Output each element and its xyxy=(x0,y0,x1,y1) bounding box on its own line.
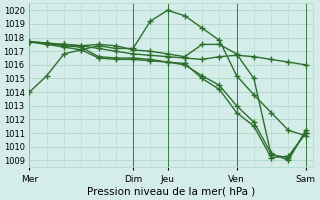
X-axis label: Pression niveau de la mer( hPa ): Pression niveau de la mer( hPa ) xyxy=(87,187,255,197)
